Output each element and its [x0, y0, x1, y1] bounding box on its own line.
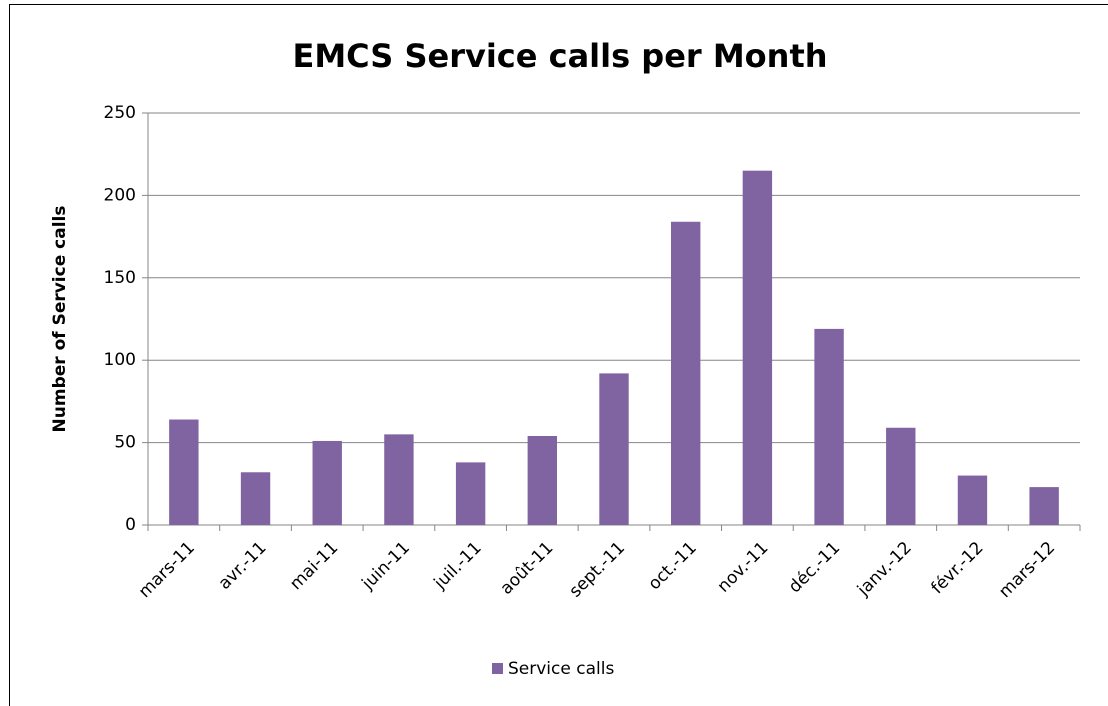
- bar: [886, 427, 916, 525]
- bar: [527, 436, 558, 525]
- legend-swatch: [492, 663, 503, 674]
- chart-frame: [9, 4, 1108, 706]
- bar: [169, 419, 199, 525]
- y-tick-label: 100: [104, 350, 136, 370]
- y-tick-label: 0: [125, 515, 136, 535]
- bar: [742, 170, 773, 525]
- y-tick-label: 50: [114, 433, 136, 453]
- bar: [240, 472, 271, 525]
- y-axis-label: Number of Service calls: [50, 206, 70, 433]
- y-tick-label: 200: [104, 185, 136, 205]
- y-tick-label: 150: [104, 268, 136, 288]
- bar: [455, 462, 486, 525]
- bar: [670, 221, 701, 525]
- bar: [1029, 487, 1059, 525]
- legend-label: Service calls: [508, 659, 614, 679]
- bar: [957, 475, 988, 525]
- y-tick-label: 250: [104, 103, 136, 123]
- bar: [312, 440, 342, 525]
- bar: [599, 373, 629, 525]
- bar: [814, 328, 844, 525]
- bar: [384, 434, 414, 525]
- chart-title: EMCS Service calls per Month: [292, 37, 827, 75]
